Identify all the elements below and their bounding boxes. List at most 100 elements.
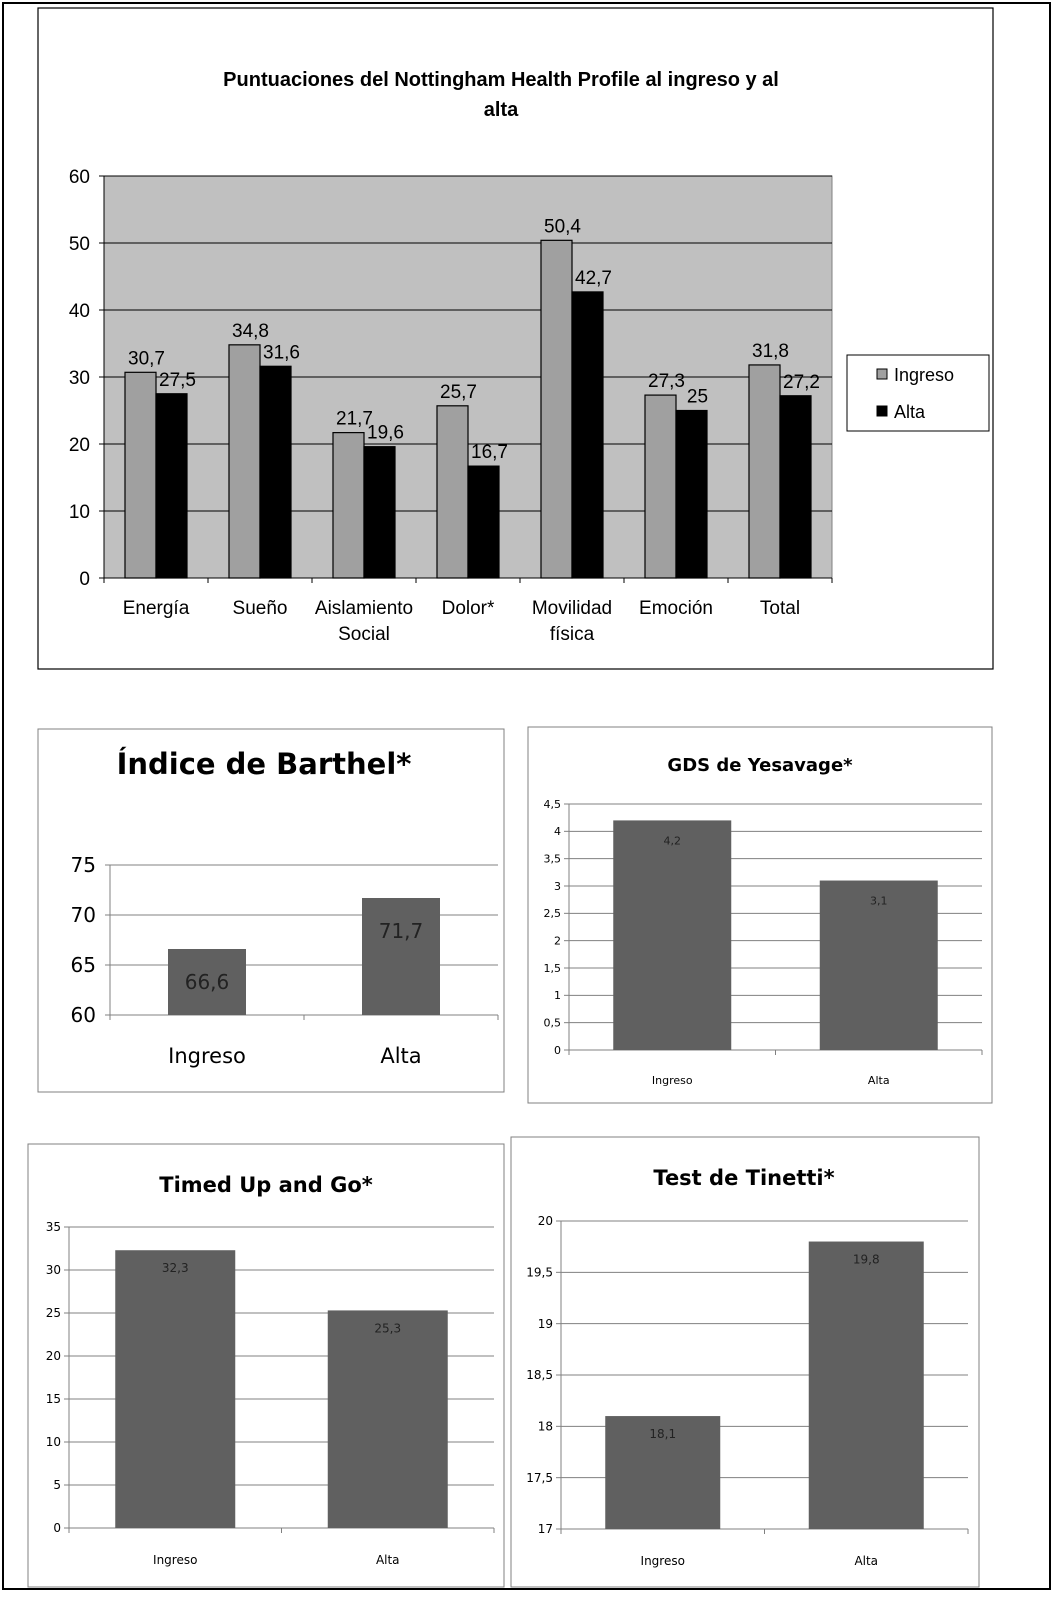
y-tick-label: 17,5 (526, 1471, 553, 1485)
x-category-label: física (550, 624, 595, 645)
data-label: 71,7 (379, 919, 424, 943)
y-tick-label: 35 (46, 1220, 61, 1234)
tinetti-plot-area: 17 17,5 18 18,5 19 19,5 20 18,1 Ingreso 19,8 Alta (526, 1214, 969, 1568)
y-tick-label: 2,5 (544, 907, 562, 920)
bar-ingreso (115, 1250, 236, 1528)
y-tick-label: 2 (554, 935, 561, 948)
y-tick-label: 15 (46, 1392, 61, 1406)
y-tick-label: 19,5 (526, 1266, 553, 1280)
y-tick-label: 10 (69, 502, 90, 523)
yesavage-plot-area: 0 0,5 1 1,5 2 2,5 3 3,5 4 4,5 4,2 Ingreso 3,1 Alta (544, 798, 983, 1087)
bar-alta (259, 365, 292, 579)
y-tick-label: 5 (53, 1478, 61, 1492)
bar-alta (155, 393, 188, 579)
bar-ingreso (228, 344, 261, 579)
x-category-label: Alta (868, 1074, 890, 1087)
tug-plot-area: 0 5 10 15 20 25 30 35 32,3 Ingreso 25,3 Alta (46, 1220, 495, 1567)
x-category-label: Energía (123, 598, 190, 619)
y-tick-label: 20 (538, 1214, 553, 1228)
bar-ingreso (332, 432, 365, 579)
bar-ingreso (605, 1416, 721, 1529)
legend-label-ingreso: Ingreso (894, 365, 954, 385)
data-label-ingreso: 31,8 (752, 341, 789, 362)
x-category-label: Ingreso (153, 1553, 197, 1567)
figure-canvas: Puntuaciones del Nottingham Health Profi… (27, 7, 994, 1588)
bar-alta (808, 1241, 924, 1529)
y-tick-label: 17 (538, 1522, 553, 1536)
y-tick-label: 60 (69, 167, 90, 188)
bar-alta (779, 395, 812, 579)
y-tick-label: 20 (46, 1349, 61, 1363)
x-category-label: Ingreso (641, 1554, 685, 1568)
x-category-label: Total (760, 598, 800, 619)
y-tick-label: 0 (53, 1521, 61, 1535)
y-tick-label: 1,5 (544, 962, 562, 975)
bar-ingreso (168, 949, 246, 1015)
data-label-ingreso: 34,8 (232, 321, 269, 342)
y-tick-label: 40 (69, 301, 90, 322)
x-category-label: Alta (854, 1554, 878, 1568)
y-tick-label: 75 (71, 853, 96, 877)
barthel-chart-title: Índice de Barthel* (117, 747, 412, 781)
data-label-alta: 25 (687, 387, 708, 408)
data-label-ingreso: 30,7 (128, 348, 165, 369)
legend-swatch-alta (876, 405, 888, 417)
y-tick-label: 30 (69, 368, 90, 389)
y-tick-label: 4,5 (544, 798, 562, 811)
tinetti-chart: Test de Tinetti* 17 17,5 18 18,5 19 19,5 20 18,… (510, 1136, 980, 1588)
tug-chart-title: Timed Up and Go* (159, 1173, 373, 1197)
y-tick-label: 10 (46, 1435, 61, 1449)
data-label-alta: 27,5 (159, 370, 196, 391)
bar-ingreso (436, 405, 469, 579)
y-tick-label: 3 (554, 880, 561, 893)
tinetti-chart-title: Test de Tinetti* (653, 1166, 834, 1190)
y-tick-label: 25 (46, 1306, 61, 1320)
y-tick-label: 50 (69, 234, 90, 255)
x-category-label: Dolor* (442, 598, 495, 619)
bar-ingreso (748, 364, 781, 579)
data-label-ingreso: 50,4 (544, 216, 581, 237)
data-label: 66,6 (185, 970, 230, 994)
data-label-alta: 16,7 (471, 442, 508, 463)
data-label: 18,1 (649, 1427, 676, 1441)
bar-alta (327, 1310, 448, 1528)
y-tick-label: 1 (554, 989, 561, 1002)
bar-alta (363, 446, 396, 579)
x-category-label: Social (338, 624, 390, 645)
data-label: 4,2 (664, 834, 682, 847)
nhp-chart-title-line2: alta (484, 99, 519, 121)
nhp-chart: Puntuaciones del Nottingham Health Profi… (37, 7, 994, 670)
y-tick-label: 65 (71, 953, 96, 977)
bar-ingreso (540, 239, 573, 579)
barthel-chart: Índice de Barthel* 60 65 70 75 66,6 Ingreso 71… (37, 728, 505, 1093)
bar-ingreso (613, 820, 732, 1050)
x-category-label: Aislamiento (315, 598, 413, 619)
data-label-ingreso: 21,7 (336, 409, 373, 430)
yesavage-chart: GDS de Yesavage* 0 0,5 1 1,5 2 2,5 3 3,5 4 4,5 4,2… (527, 726, 993, 1104)
legend-swatch-ingreso (876, 368, 888, 380)
nhp-legend: Ingreso Alta (846, 354, 990, 432)
nhp-legend-box (846, 354, 990, 432)
bar-alta (571, 291, 604, 579)
x-category-label: Movilidad (532, 598, 612, 619)
data-label-alta: 31,6 (263, 342, 300, 363)
y-tick-label: 30 (46, 1263, 61, 1277)
data-label: 32,3 (162, 1261, 189, 1275)
data-label-alta: 42,7 (575, 268, 612, 289)
nhp-plot-area: 0 10 20 30 40 50 60 30,727,5 Energía 34,831,6 Sueñ… (69, 167, 833, 645)
y-tick-label: 19 (538, 1317, 553, 1331)
barthel-plot-area: 60 65 70 75 66,6 Ingreso 71,7 Alta (71, 853, 499, 1068)
x-category-label: Alta (376, 1553, 400, 1567)
bar-alta (362, 898, 440, 1015)
y-tick-label: 20 (69, 435, 90, 456)
bar-ingreso (644, 394, 677, 579)
bar-alta (675, 409, 708, 579)
data-label-ingreso: 27,3 (648, 371, 685, 392)
legend-label-alta: Alta (894, 402, 926, 422)
y-tick-label: 0 (79, 569, 90, 590)
bar-alta (467, 465, 500, 579)
y-tick-label: 18,5 (526, 1368, 553, 1382)
x-category-label: Sueño (233, 598, 288, 619)
y-tick-label: 18 (538, 1420, 553, 1434)
